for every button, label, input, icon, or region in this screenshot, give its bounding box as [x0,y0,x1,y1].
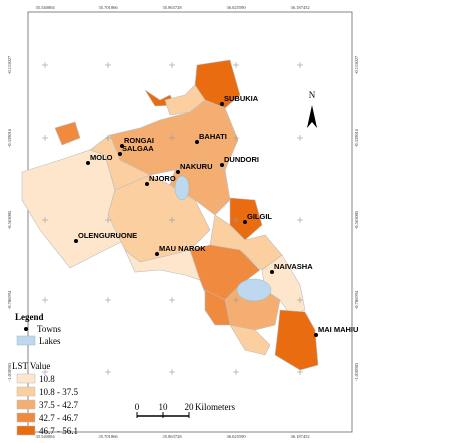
town-marker [176,170,180,174]
town-label: MAI MAHIU [318,325,358,334]
legend-swatch [16,386,36,397]
bottom-coord-label: 35.540004 [35,434,55,439]
town-label: BAHATI [199,132,227,141]
top-coord-label: 35.701866 [98,5,118,10]
left-coord-label: -0.786994 [7,290,12,309]
town-marker [195,140,199,144]
region [54,121,81,146]
lst-regions [21,59,319,371]
region [204,289,231,326]
legend-towns: Towns [37,324,61,334]
top-coord-label: 35.863728 [162,5,182,10]
region [229,197,263,241]
town-label: RONGAI [124,136,154,145]
bottom-coord-label: 36.025590 [226,434,246,439]
town-marker [120,144,124,148]
town-marker [74,239,78,243]
town-marker [145,182,149,186]
left-coord-label: -1.010983 [7,362,12,381]
right-coord-label: -1.010983 [354,362,359,381]
north-arrow-shape [307,105,317,128]
region [169,159,231,216]
town-label: DUNDORI [224,155,259,164]
legend-swatch [16,399,36,410]
legend-town-symbol [24,327,28,331]
top-coord-label: 36.187452 [290,5,309,10]
legend-swatch [16,425,36,436]
right-coord-label: -0.339016 [354,128,359,147]
town-label: NJORO [149,174,176,183]
town-marker [86,161,90,165]
legend-class-label: 46.7 - 56.1 [39,426,78,436]
legend-swatch [16,373,36,384]
legend-title: Legend [15,312,44,322]
town-marker [314,333,318,337]
right-coord-label: -0.115027 [354,55,359,74]
region [274,309,319,371]
town-label: MAU NAROK [159,244,206,253]
left-coord-label: -0.115027 [7,55,12,74]
grid-crosses [42,62,303,375]
region [229,324,271,356]
region [124,249,201,281]
lake [174,175,190,201]
region [89,134,151,191]
legend-class-label: 37.5 - 42.7 [39,400,78,410]
town-label: SUBUKIA [224,94,259,103]
top-coord-label: 36.025590 [226,5,246,10]
legend-swatch [16,412,36,423]
scale-label: 0 [135,402,140,412]
left-coord-label: -0.339016 [7,128,12,147]
town-marker [155,252,159,256]
scale-label: 20 [185,402,195,412]
town-label: SALGAA [122,144,154,153]
north-label: N [309,90,316,100]
town-marker [270,270,274,274]
right-coord-label: -0.563005 [354,210,359,229]
town-label: NAKURU [180,162,213,171]
region [261,254,306,316]
town-marker [220,163,224,167]
town-label: NAIVASHA [274,262,313,271]
right-coord-label: -0.786994 [354,290,359,309]
town-label: OLENGURUONE [78,231,137,240]
town-marker [243,220,247,224]
legend-class-label: 42.7 - 46.7 [39,413,78,423]
bottom-coord-label: 35.701866 [98,434,118,439]
town-marker [118,152,122,156]
region [164,84,206,116]
bottom-coord-label: 35.863728 [162,434,182,439]
coordinates: 35.540004 35.540004 35.701866 35.701866 35.8… [7,5,359,439]
scale-label: 10 [159,402,169,412]
legend-lake-symbol [16,335,36,346]
legend-lst-title: LST Value [12,361,50,371]
map-frame [27,11,353,433]
town-marker [220,102,224,106]
bottom-coord-label: 36.187452 [290,434,309,439]
legend-lakes: Lakes [39,336,61,346]
scale-unit: Kilometers [195,402,235,412]
lake [236,278,272,302]
north-arrow: N [307,90,317,128]
legend-class-label: 10.8 - 37.5 [39,387,78,397]
town-label: MOLO [90,153,113,162]
legend-class-label: 10.8 [39,374,55,384]
left-coord-label: -0.563005 [7,210,12,229]
scale-bar: 0 10 20 Kilometers [135,402,235,418]
town-label: GILGIL [247,212,272,221]
top-coord-label: 35.540004 [35,5,55,10]
legend-classes: 10.8 10.8 - 37.5 37.5 - 42.7 42.7 - 46.7 46.… [16,373,78,436]
